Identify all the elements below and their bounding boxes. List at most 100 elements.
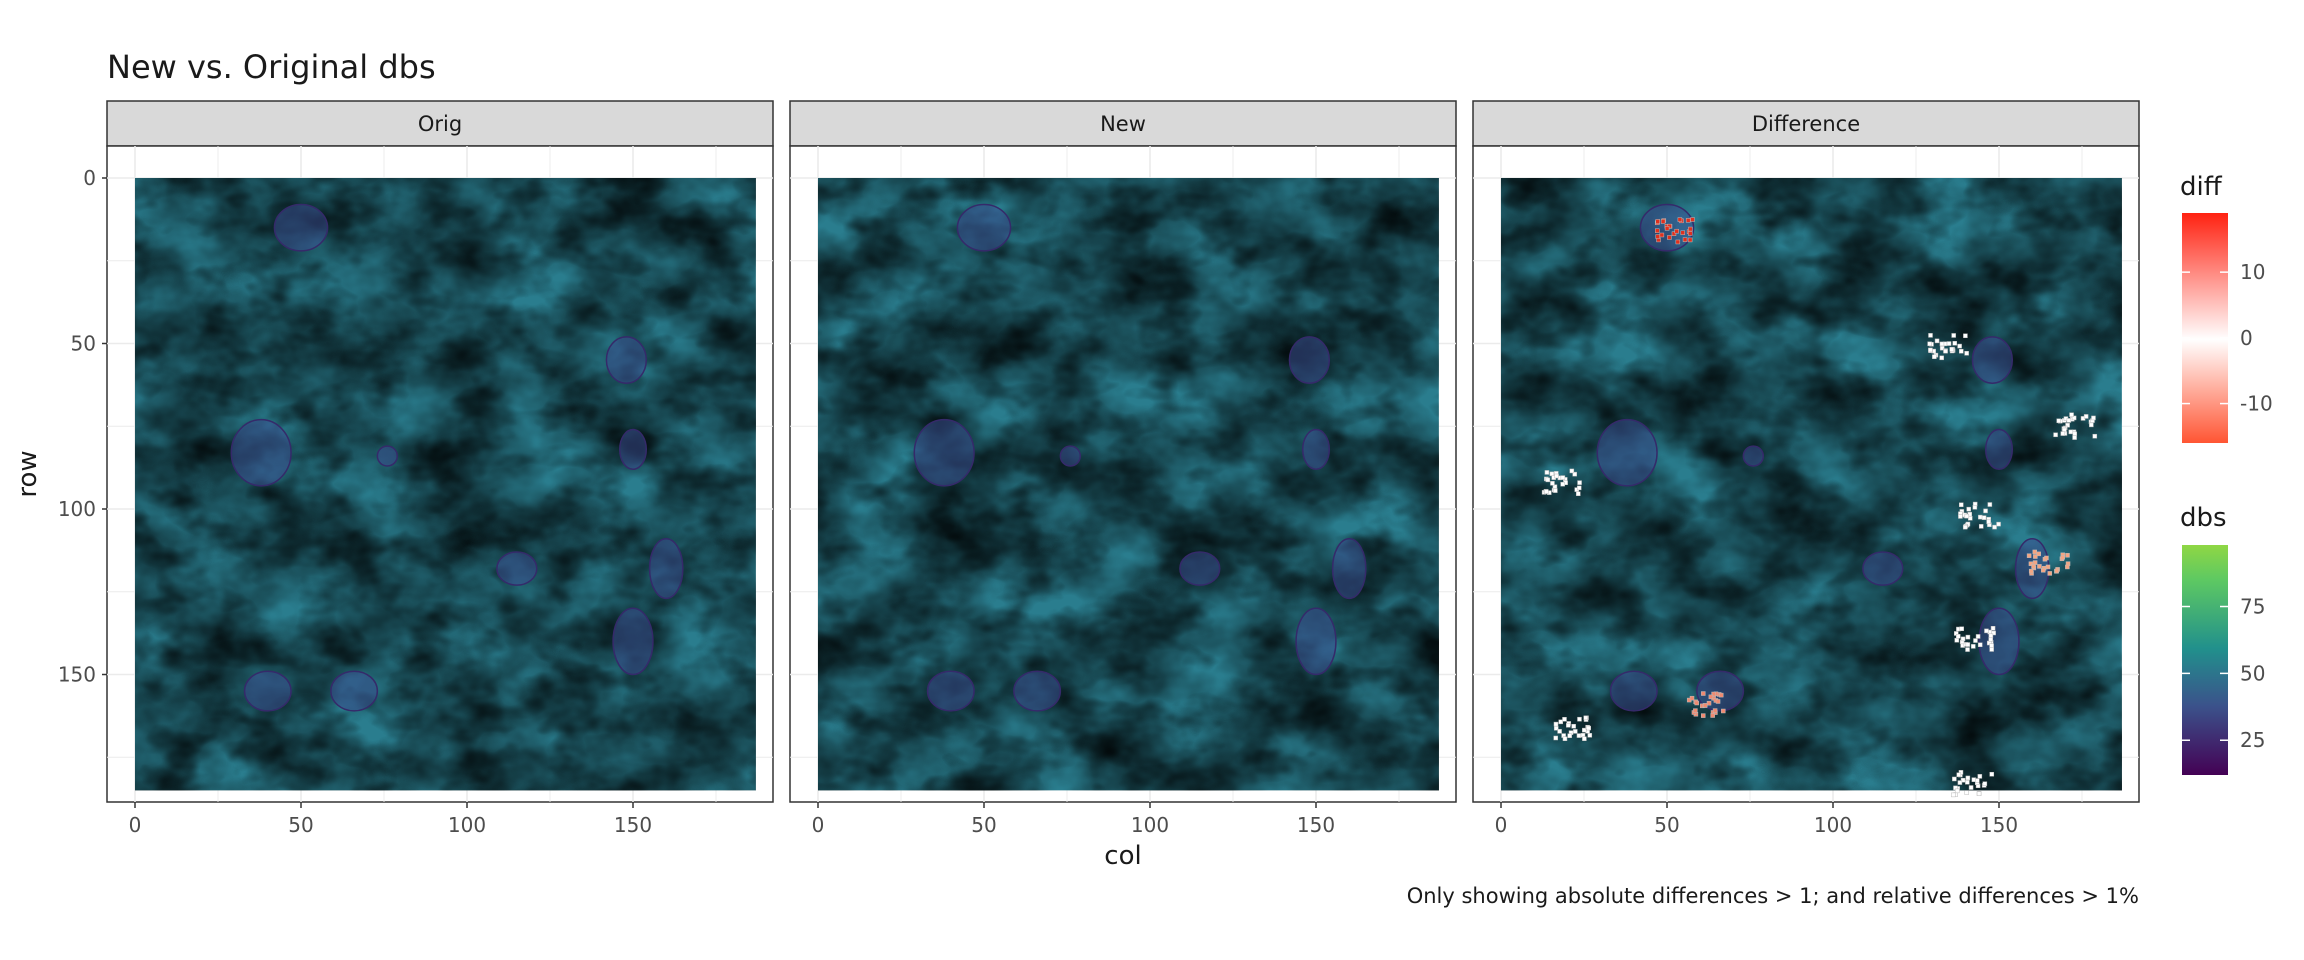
difference-point — [2036, 551, 2041, 557]
difference-point — [1988, 633, 1994, 639]
difference-point — [2068, 429, 2074, 435]
difference-point — [1990, 626, 1996, 631]
feature-outline — [1179, 551, 1221, 586]
difference-point — [1687, 231, 1693, 236]
x-axis-title: col — [1104, 841, 1141, 871]
difference-point — [2053, 432, 2058, 438]
feature-outline — [273, 203, 329, 252]
difference-point — [1956, 772, 1962, 777]
difference-point — [1976, 791, 1982, 796]
difference-point — [2047, 571, 2053, 576]
raster-dark-texture — [1501, 178, 2122, 791]
difference-point — [1939, 355, 1944, 361]
difference-point — [1963, 333, 1968, 339]
difference-point — [1952, 341, 1957, 346]
difference-point — [1583, 715, 1588, 721]
difference-point — [1971, 644, 1976, 649]
difference-point — [1984, 628, 1989, 634]
difference-point — [1554, 473, 1559, 479]
difference-point — [1557, 729, 1562, 734]
y-tick-label: 50 — [71, 332, 96, 356]
difference-point — [2037, 564, 2042, 569]
difference-point — [1965, 642, 1971, 647]
difference-point — [1558, 719, 1564, 725]
difference-point — [1560, 481, 1565, 487]
difference-point — [1965, 647, 1970, 652]
difference-point — [2041, 568, 2046, 573]
x-tick-label: 100 — [1814, 813, 1852, 837]
feature-outline — [1978, 607, 2020, 676]
raster-dark-texture — [818, 178, 1439, 791]
difference-point — [1711, 691, 1716, 697]
difference-point — [1927, 341, 1932, 347]
difference-point — [2072, 431, 2078, 437]
difference-point — [1978, 514, 1983, 520]
difference-point — [1701, 713, 1706, 718]
difference-point — [2089, 422, 2094, 428]
difference-point — [1964, 513, 1970, 519]
difference-point — [1962, 524, 1968, 530]
legend-tick-label: 50 — [2240, 661, 2265, 685]
legend-tick-label: -10 — [2240, 392, 2273, 416]
difference-point — [1553, 721, 1559, 727]
difference-point — [1981, 515, 1987, 520]
difference-point — [1567, 733, 1572, 738]
difference-point — [1972, 505, 1978, 510]
difference-point — [1954, 637, 1960, 643]
difference-point — [2083, 414, 2089, 419]
difference-point — [1674, 228, 1679, 234]
difference-point — [1964, 351, 1969, 356]
difference-point — [1977, 642, 1983, 647]
difference-point — [1992, 524, 1997, 530]
difference-point — [1959, 348, 1964, 354]
facet-orig-strip — [106, 100, 774, 147]
difference-point — [2071, 415, 2077, 421]
x-axes: 0 50 100 150 0 50 100 150 0 50 100 150 — [129, 802, 2018, 837]
difference-point — [1973, 638, 1978, 643]
feature-outline — [243, 670, 292, 712]
x-tick-label: 150 — [1297, 813, 1335, 837]
x-tick-label: 50 — [971, 813, 996, 837]
legend-tick-label: 10 — [2240, 260, 2265, 284]
caption: Only showing absolute differences > 1; a… — [1407, 884, 2139, 908]
difference-point — [1946, 341, 1952, 346]
difference-point — [1977, 774, 1983, 779]
feature-outline — [605, 336, 648, 384]
feature-outline — [1013, 670, 1062, 712]
difference-point — [1928, 347, 1933, 353]
feature-outline — [913, 418, 975, 487]
difference-point — [1957, 343, 1962, 349]
facet-orig-panel: Orig — [106, 100, 774, 803]
difference-point — [1956, 634, 1961, 639]
difference-point — [1572, 471, 1577, 477]
difference-point — [1690, 217, 1695, 222]
difference-point — [1553, 735, 1558, 741]
facet-new-strip — [789, 100, 1457, 147]
feature-outline — [1609, 670, 1658, 712]
difference-point — [2065, 553, 2070, 558]
feature-outline — [1596, 418, 1658, 487]
feature-outline — [330, 670, 379, 712]
difference-point — [1655, 219, 1660, 224]
feature-outline — [1971, 336, 2014, 384]
difference-point — [1677, 217, 1683, 222]
legend-tick-label: 25 — [2240, 728, 2265, 752]
y-tick-label: 100 — [58, 497, 96, 521]
difference-point — [1655, 228, 1660, 233]
difference-point — [1983, 508, 1988, 514]
difference-point — [1702, 703, 1708, 708]
difference-point — [1659, 232, 1665, 238]
feature-outline — [612, 607, 654, 676]
difference-point — [1964, 790, 1969, 795]
x-tick-label: 100 — [1131, 813, 1169, 837]
facet-difference-strip — [1472, 100, 2140, 147]
feature-outline — [1984, 428, 2014, 471]
difference-point — [1577, 480, 1582, 485]
difference-point — [1587, 733, 1593, 738]
feature-outline — [1288, 336, 1331, 384]
x-tick-label: 50 — [1654, 813, 1679, 837]
x-tick-label: 150 — [1980, 813, 2018, 837]
feature-outline — [618, 428, 648, 471]
difference-point — [1954, 788, 1960, 794]
feature-outline — [1301, 428, 1331, 471]
